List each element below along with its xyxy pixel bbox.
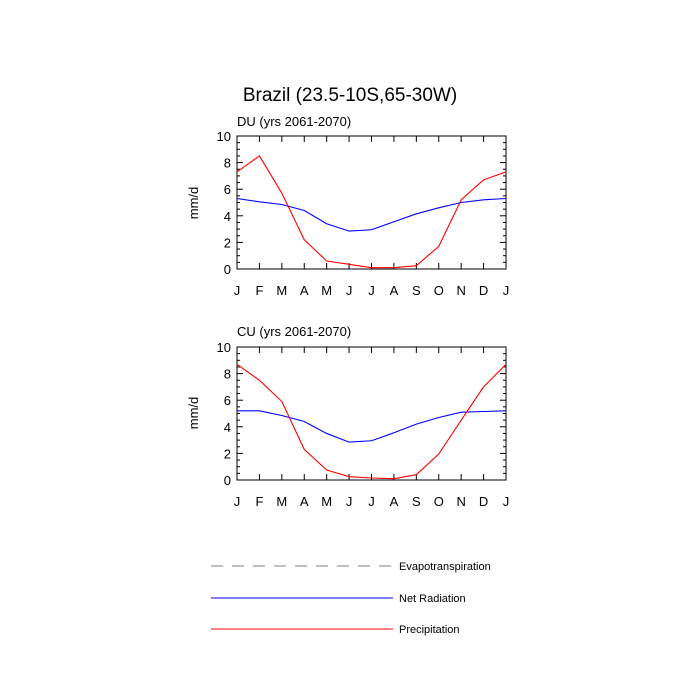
x-tick-label: D — [479, 494, 488, 509]
x-tick-label: F — [255, 494, 263, 509]
x-tick-label: J — [368, 283, 375, 298]
x-tick-label: A — [390, 283, 399, 298]
panel-title: DU (yrs 2061-2070) — [237, 114, 351, 129]
series-line-precipitation — [236, 155, 507, 269]
y-tick-label: 10 — [217, 340, 231, 355]
y-axis-label: mm/d — [186, 187, 201, 220]
x-tick-label: D — [479, 283, 488, 298]
series-line-precipitation — [236, 363, 507, 480]
y-tick-label: 0 — [224, 262, 231, 277]
y-axis-label: mm/d — [186, 397, 201, 430]
y-tick-label: 10 — [217, 129, 231, 144]
x-tick-label: J — [503, 283, 510, 298]
x-tick-label: J — [503, 494, 510, 509]
panel-title: CU (yrs 2061-2070) — [237, 324, 351, 339]
legend-label-evapotranspiration: Evapotranspiration — [399, 561, 491, 573]
x-tick-label: A — [390, 494, 399, 509]
legend-label-precipitation: Precipitation — [399, 624, 460, 636]
y-tick-label: 8 — [224, 156, 231, 171]
x-tick-label: J — [346, 494, 353, 509]
y-tick-label: 0 — [224, 473, 231, 488]
y-tick-label: 2 — [224, 235, 231, 250]
x-tick-label: M — [321, 494, 332, 509]
y-tick-label: 6 — [224, 182, 231, 197]
x-tick-label: M — [276, 283, 287, 298]
x-tick-label: J — [234, 283, 241, 298]
x-tick-label: O — [434, 283, 444, 298]
x-tick-label: J — [368, 494, 375, 509]
x-tick-label: A — [300, 494, 309, 509]
legend-label-net-radiation: Net Radiation — [399, 593, 466, 605]
x-tick-label: N — [456, 494, 465, 509]
x-tick-label: J — [234, 494, 241, 509]
x-tick-label: J — [346, 283, 353, 298]
x-tick-label: F — [255, 283, 263, 298]
x-tick-label: S — [412, 494, 421, 509]
legend: Evapotranspiration Net Radiation Precipi… — [211, 561, 491, 636]
series-line-net-radiation — [236, 197, 507, 232]
x-tick-label: M — [276, 494, 287, 509]
x-tick-label: S — [412, 283, 421, 298]
y-tick-label: 4 — [224, 420, 231, 435]
figure-title: Brazil (23.5-10S,65-30W) — [243, 85, 457, 106]
y-tick-label: 6 — [224, 393, 231, 408]
y-tick-label: 2 — [224, 446, 231, 461]
y-tick-label: 8 — [224, 367, 231, 382]
x-tick-label: A — [300, 283, 309, 298]
x-tick-label: N — [456, 283, 465, 298]
x-tick-label: M — [321, 283, 332, 298]
x-tick-label: O — [434, 494, 444, 509]
y-tick-label: 4 — [224, 209, 231, 224]
series-line-net-radiation — [237, 410, 507, 443]
